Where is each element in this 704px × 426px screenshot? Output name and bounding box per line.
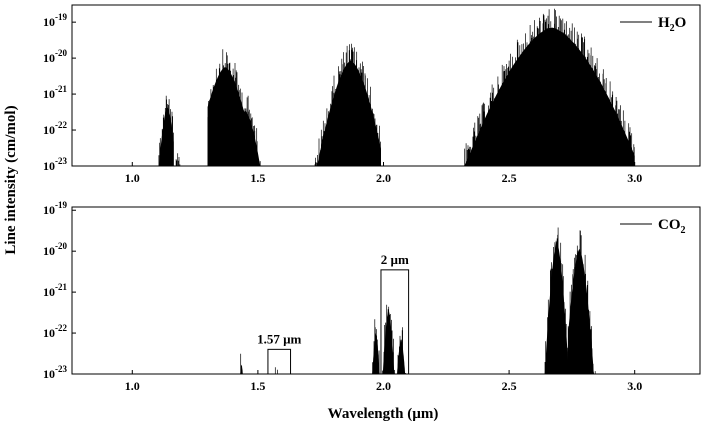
x-axis-title: Wavelength (µm) — [328, 406, 439, 422]
annotation-label-1: 2 µm — [381, 252, 409, 267]
band-h2o-1 — [175, 153, 181, 166]
y-tick-label-h2o: 10-22 — [43, 120, 67, 137]
band-lines — [274, 367, 278, 374]
y-tick-label-co2: 10-22 — [43, 323, 67, 340]
annotation-box-0 — [267, 348, 292, 375]
band-lines — [382, 304, 395, 374]
band-h2o-0 — [154, 95, 174, 166]
x-tick-label-h2o: 2.5 — [502, 171, 517, 185]
band-lines — [544, 227, 568, 374]
x-tick-label-co2: 3.0 — [627, 379, 642, 393]
x-tick-label-h2o: 1.0 — [125, 171, 140, 185]
y-axis-title: Line intensity (cm/mol) — [3, 105, 19, 254]
y-tick-label-co2: 10-23 — [43, 364, 67, 381]
legend-label-h2o: H2O — [658, 15, 686, 34]
x-tick-label-h2o: 3.0 — [627, 171, 642, 185]
band-co2-5 — [396, 327, 407, 374]
annotation-label-0: 1.57 µm — [257, 331, 301, 346]
x-tick-label-h2o: 2.0 — [376, 171, 391, 185]
band-lines — [158, 95, 174, 166]
band-co2-3 — [372, 319, 381, 374]
band-lines — [567, 230, 596, 374]
panel-h2o: 10-23 10-22 10-21 10-20 10-19 1.0 1.5 2.0 2.5 3.0… — [43, 4, 701, 185]
y-tick-label-h2o: 10-21 — [43, 84, 67, 101]
legend-label-co2: CO2 — [658, 217, 686, 236]
y-tick-label-co2: 10-21 — [43, 282, 67, 299]
x-tick-label-h2o: 1.5 — [250, 171, 265, 185]
band-co2-6 — [544, 227, 569, 374]
band-lines — [240, 353, 243, 374]
x-tick-label-co2: 1.5 — [250, 379, 265, 393]
band-h2o-3 — [313, 43, 381, 166]
band-lines — [372, 319, 380, 374]
x-tick-label-co2: 2.5 — [502, 379, 517, 393]
panel-co2: 10-23 10-22 10-21 10-20 10-19 1.0 1.5 2.0 2.5 3.0… — [43, 200, 701, 393]
y-tick-label-h2o: 10-19 — [43, 12, 67, 29]
x-tick-label-co2: 1.0 — [125, 379, 140, 393]
band-h2o-4 — [463, 8, 635, 166]
band-lines — [314, 43, 381, 166]
y-tick-label-h2o: 10-20 — [43, 48, 67, 65]
y-tick-label-h2o: 10-23 — [43, 156, 67, 173]
band-co2-1 — [274, 367, 278, 374]
band-co2-7 — [567, 230, 597, 374]
y-tick-label-co2: 10-20 — [43, 241, 67, 258]
plot-frame-h2o — [71, 4, 701, 167]
band-lines — [207, 49, 264, 166]
band-co2-0 — [239, 353, 245, 374]
band-h2o-2 — [207, 49, 271, 166]
band-lines — [397, 327, 406, 374]
band-co2-4 — [382, 304, 395, 374]
y-tick-label-co2: 10-19 — [43, 200, 67, 217]
band-lines — [175, 153, 181, 166]
annotation-box-1 — [380, 269, 410, 375]
x-tick-label-co2: 2.0 — [376, 379, 391, 393]
band-lines — [464, 8, 635, 166]
